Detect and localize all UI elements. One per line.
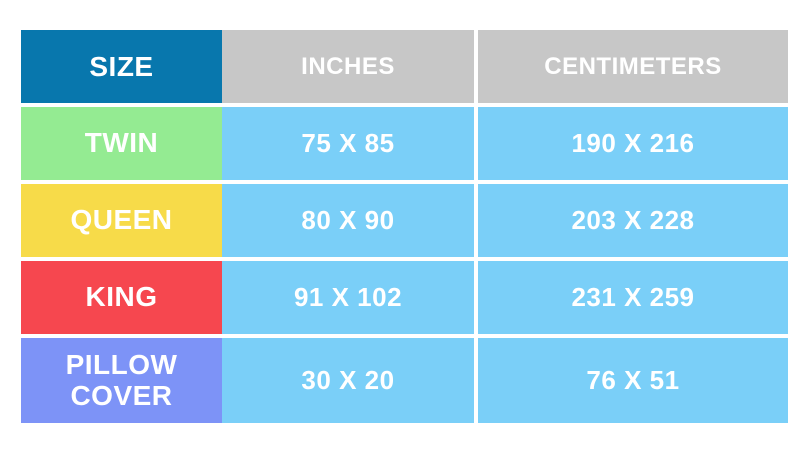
header-size: SIZE: [21, 30, 222, 103]
header-row: SIZE INCHES CENTIMETERS: [21, 30, 788, 103]
row-label-queen: QUEEN: [21, 184, 222, 257]
row-label-twin: TWIN: [21, 107, 222, 180]
twin-centimeters-value: 190 X 216: [478, 107, 788, 180]
header-inches: INCHES: [222, 30, 474, 103]
table-row-king: KING 91 X 102 231 X 259: [21, 261, 788, 334]
queen-inches-value: 80 X 90: [222, 184, 474, 257]
header-centimeters: CENTIMETERS: [478, 30, 788, 103]
queen-centimeters-value: 203 X 228: [478, 184, 788, 257]
row-label-king: KING: [21, 261, 222, 334]
pillow-cover-inches-value: 30 X 20: [222, 338, 474, 423]
twin-inches-value: 75 X 85: [222, 107, 474, 180]
table-row-pillow-cover: PILLOW COVER 30 X 20 76 X 51: [21, 338, 788, 423]
size-table: SIZE INCHES CENTIMETERS TWIN 75 X 85 190…: [21, 30, 788, 423]
table-row-queen: QUEEN 80 X 90 203 X 228: [21, 184, 788, 257]
king-centimeters-value: 231 X 259: [478, 261, 788, 334]
pillow-cover-centimeters-value: 76 X 51: [478, 338, 788, 423]
table-row-twin: TWIN 75 X 85 190 X 216: [21, 107, 788, 180]
king-inches-value: 91 X 102: [222, 261, 474, 334]
row-label-pillow-cover: PILLOW COVER: [21, 338, 222, 423]
